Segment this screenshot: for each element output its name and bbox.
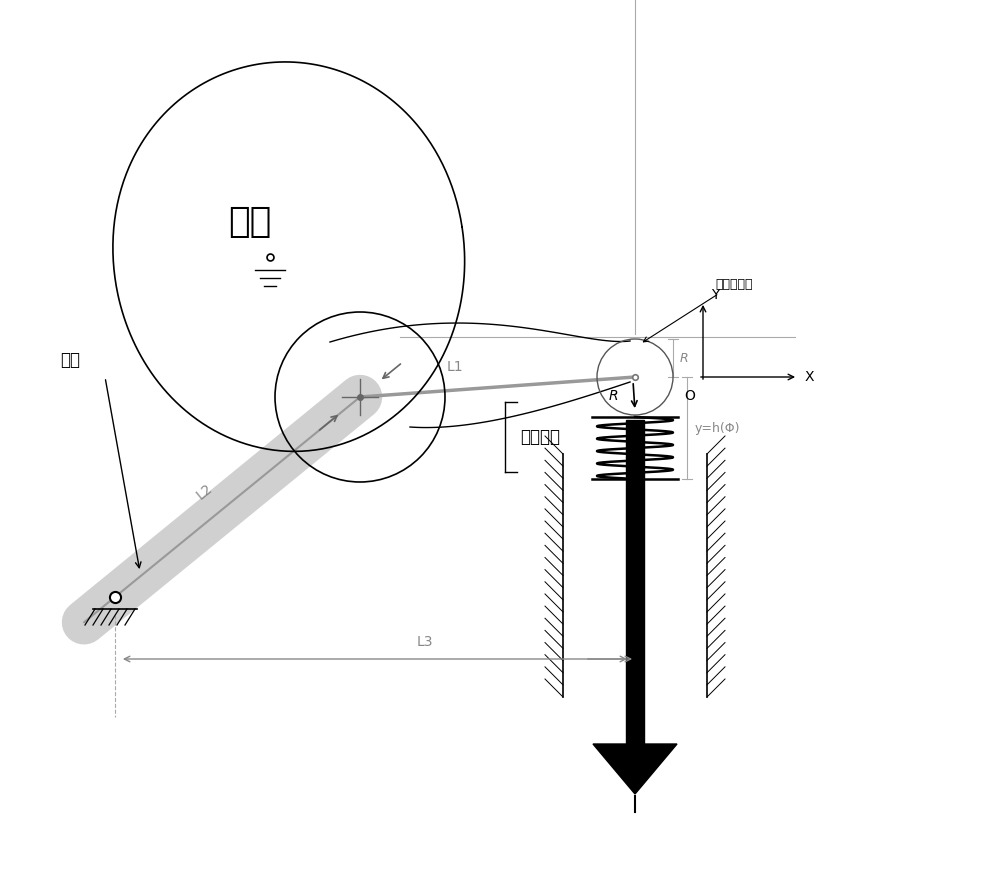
Text: y=h(Φ): y=h(Φ) — [695, 422, 740, 435]
Text: 凸轮: 凸轮 — [228, 205, 272, 239]
Bar — [626, 420, 644, 747]
Text: Y: Y — [711, 288, 719, 302]
Text: L1: L1 — [447, 360, 463, 374]
Text: O: O — [684, 389, 695, 403]
Text: X: X — [805, 370, 814, 384]
Text: L3: L3 — [417, 635, 433, 649]
Text: 摇臂滚柱: 摇臂滚柱 — [520, 428, 560, 446]
Polygon shape — [593, 744, 677, 794]
Text: 摇臂: 摇臂 — [60, 351, 80, 369]
Text: 接触面圆心: 接触面圆心 — [643, 278, 753, 342]
Text: R: R — [608, 389, 618, 403]
Text: R: R — [680, 352, 689, 364]
Text: L2: L2 — [193, 482, 215, 503]
